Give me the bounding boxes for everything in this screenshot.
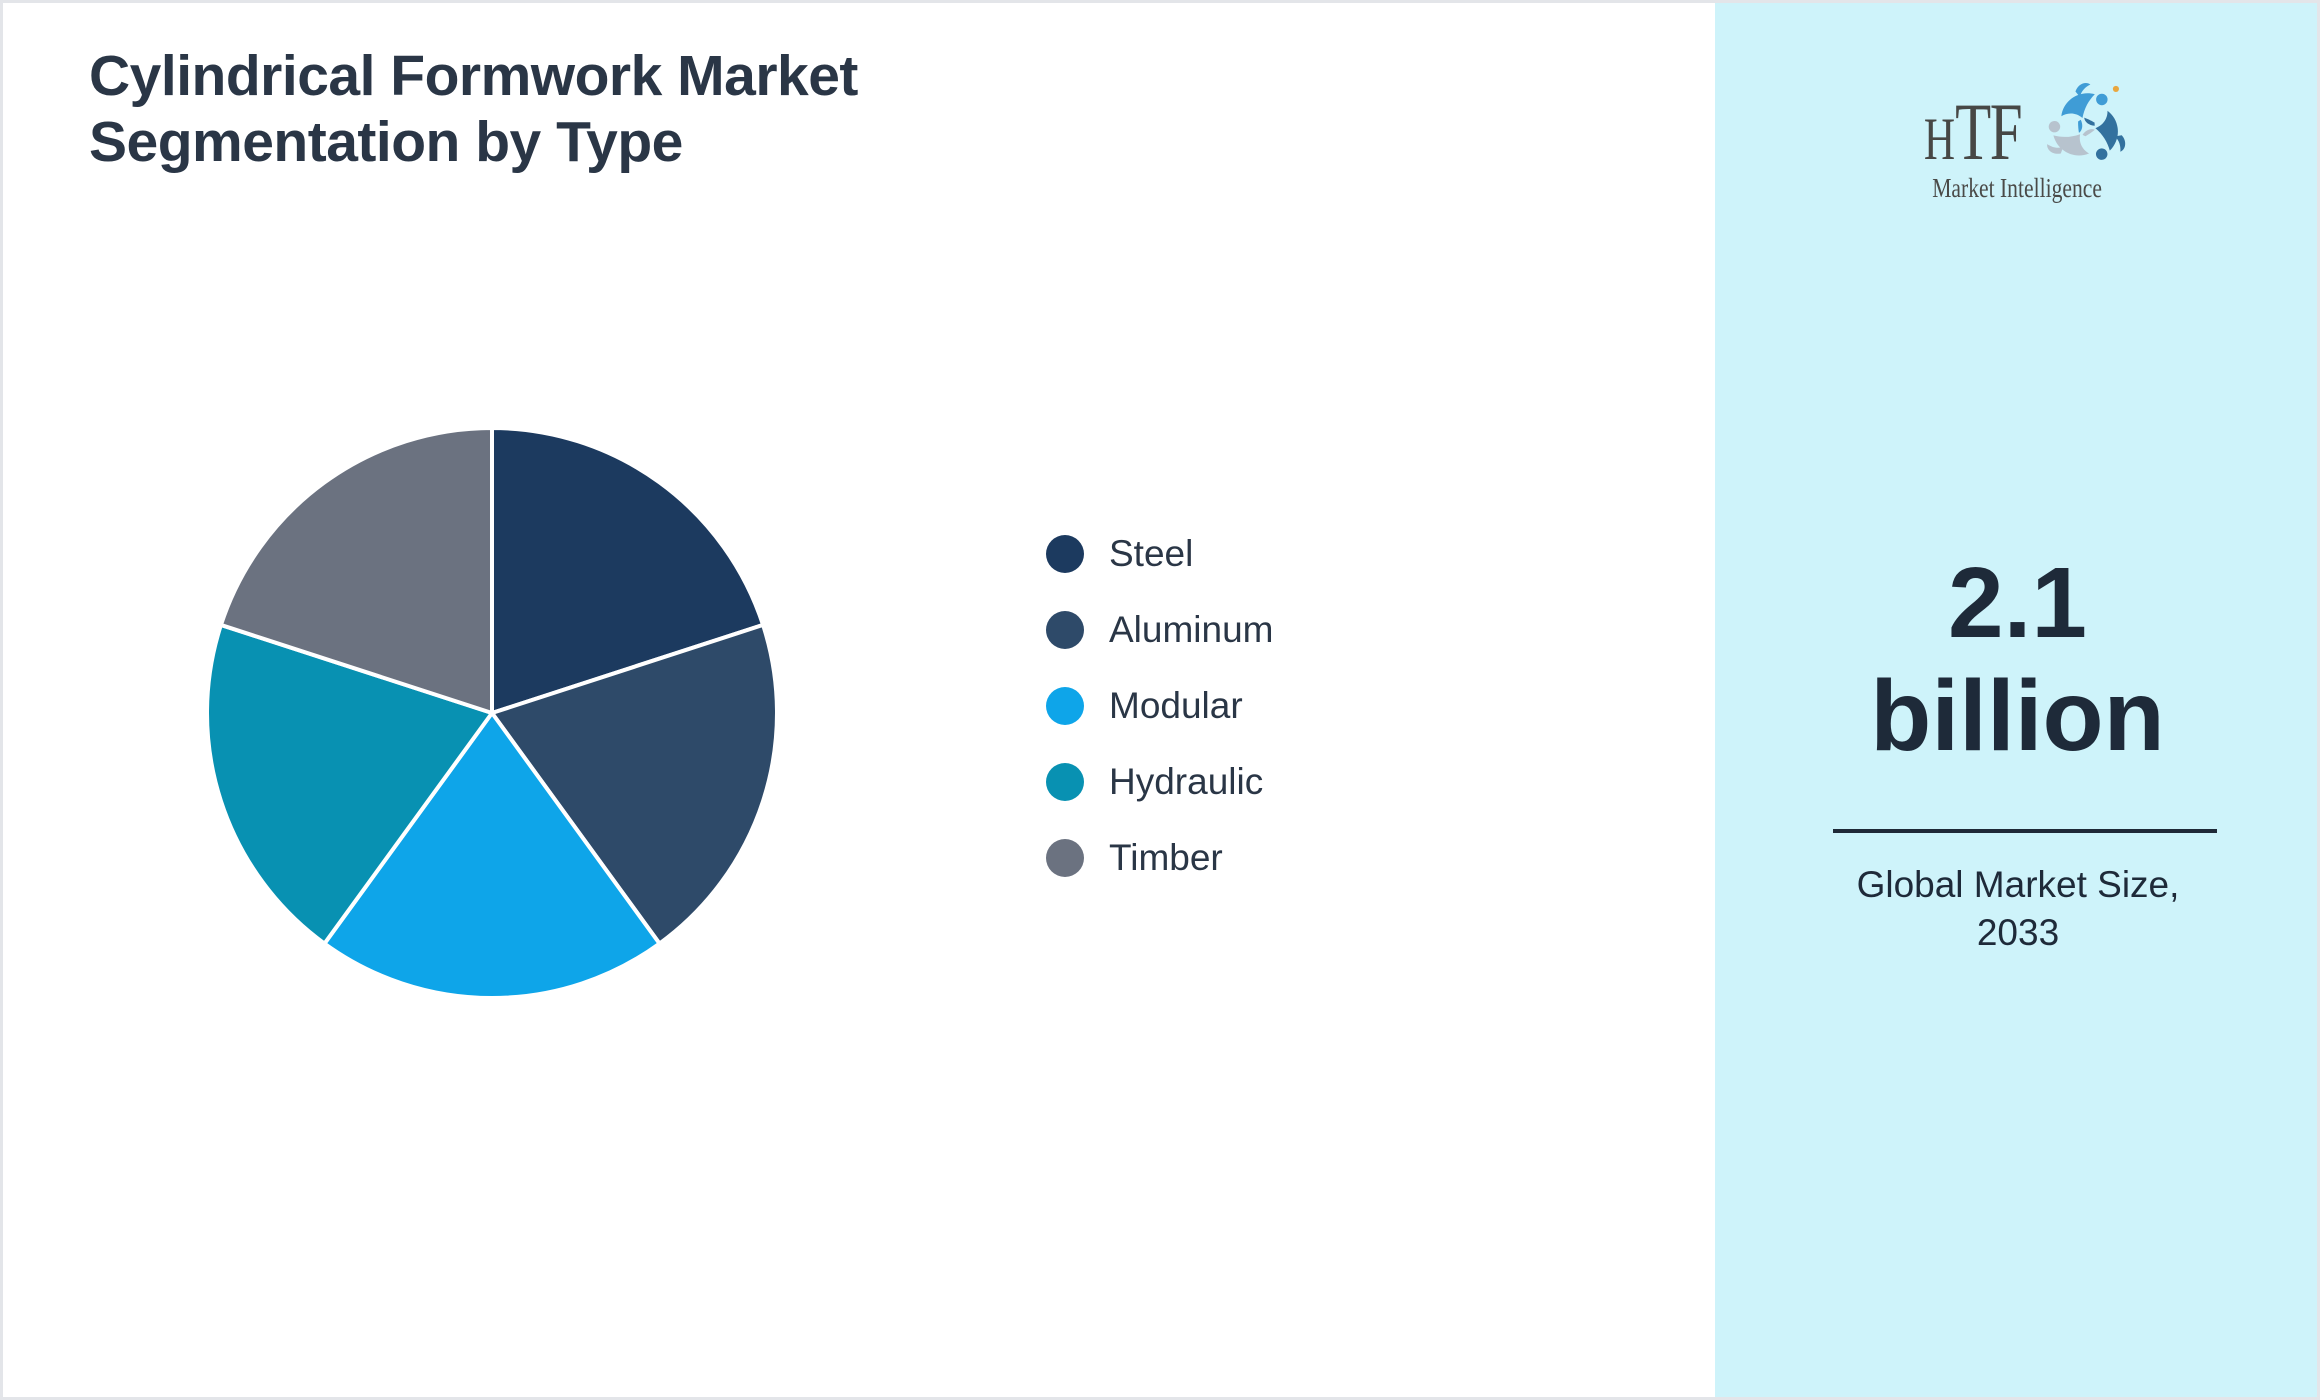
page-title: Cylindrical Formwork Market Segmentation… [89, 44, 858, 174]
market-size-unit: billion [1870, 660, 2165, 772]
legend-label: Hydraulic [1109, 761, 1264, 802]
market-size-number: 2.1 [1947, 547, 2087, 659]
legend-swatch-icon [1046, 687, 1084, 725]
legend-label: Steel [1109, 533, 1194, 574]
legend-item-modular: Modular [1046, 687, 1274, 725]
legend-item-hydraulic: Hydraulic [1046, 763, 1274, 801]
market-size-value: 2.1 billion [1715, 547, 2317, 773]
legend-swatch-icon [1046, 611, 1084, 649]
legend-label: Timber [1109, 837, 1223, 878]
legend-swatch-icon [1046, 839, 1084, 877]
legend-swatch-icon [1046, 763, 1084, 801]
legend-label: Modular [1109, 685, 1243, 726]
htf-logo-text: HTF [1923, 86, 2023, 178]
sidebar-divider [1833, 829, 2217, 833]
legend-label: Aluminum [1109, 609, 1274, 650]
caption-line1: Global Market Size, [1856, 864, 2180, 905]
market-size-caption: Global Market Size, 2033 [1739, 861, 2297, 957]
htf-logo-swirl-icon [2047, 82, 2126, 160]
pie-slice-steel [490, 426, 766, 715]
legend-item-steel: Steel [1046, 535, 1274, 573]
htf-logo: HTF Market Intelligence [1715, 81, 2317, 204]
pie-slice-aluminum [490, 622, 779, 946]
htf-logo-subtext: Market Intelligence [1932, 173, 2103, 203]
sidebar: HTF Market Intelligence 2.1 billion Glob… [1715, 3, 2317, 1397]
pie-slice-timber [218, 426, 494, 715]
htf-logo-row: HTF [1905, 81, 2130, 178]
pie-slice-hydraulic [205, 622, 494, 946]
caption-line2: 2033 [1976, 912, 2060, 953]
chart-legend: Steel Aluminum Modular Hydraulic Timber [1046, 535, 1274, 877]
pie-chart [205, 426, 779, 1001]
legend-swatch-icon [1046, 535, 1084, 573]
pie-chart-area [192, 413, 792, 1013]
pie-slice-modular [322, 711, 662, 1001]
legend-item-timber: Timber [1046, 839, 1274, 877]
legend-item-aluminum: Aluminum [1046, 611, 1274, 649]
